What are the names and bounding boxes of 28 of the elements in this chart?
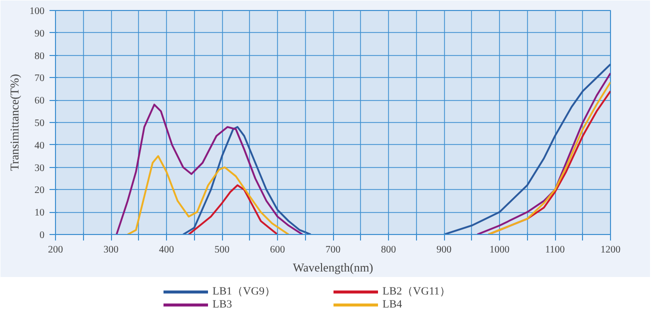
y-tick-label: 80	[34, 50, 44, 62]
x-tick-label: 900	[436, 244, 452, 256]
y-tick-label: 40	[34, 140, 44, 152]
legend-label: LB3	[212, 298, 234, 310]
x-tick-label: 500	[214, 244, 230, 256]
y-tick-label: 0	[40, 230, 44, 241]
y-tick-label: 20	[34, 185, 44, 196]
x-tick-label: 1100	[545, 244, 565, 256]
y-tick-label: 30	[34, 162, 44, 174]
x-tick-label: 1200	[600, 244, 620, 256]
y-tick-label: 60	[34, 96, 44, 107]
y-tick-label: 100	[30, 6, 44, 17]
y-tick-label: 50	[34, 118, 44, 129]
legend-label: LB1（VG9）	[212, 284, 276, 298]
x-tick-label: 200	[48, 244, 63, 256]
x-tick-label: 700	[326, 244, 340, 256]
y-tick-label: 70	[34, 73, 44, 84]
x-tick-label: 400	[159, 244, 174, 256]
x-tick-label: 1000	[490, 244, 510, 256]
y-tick-label: 10	[34, 208, 44, 219]
legend-label: LB4	[382, 298, 404, 310]
x-tick-label: 600	[270, 244, 285, 256]
x-tick-label: 300	[104, 244, 118, 256]
x-axis-title: Wavelength(nm)	[292, 260, 374, 274]
y-tick-label: 90	[34, 28, 44, 40]
x-tick-label: 800	[381, 244, 396, 256]
y-axis-title: Transimittance(T%)	[8, 74, 22, 171]
legend-label: LB2（VG11）	[382, 284, 452, 298]
